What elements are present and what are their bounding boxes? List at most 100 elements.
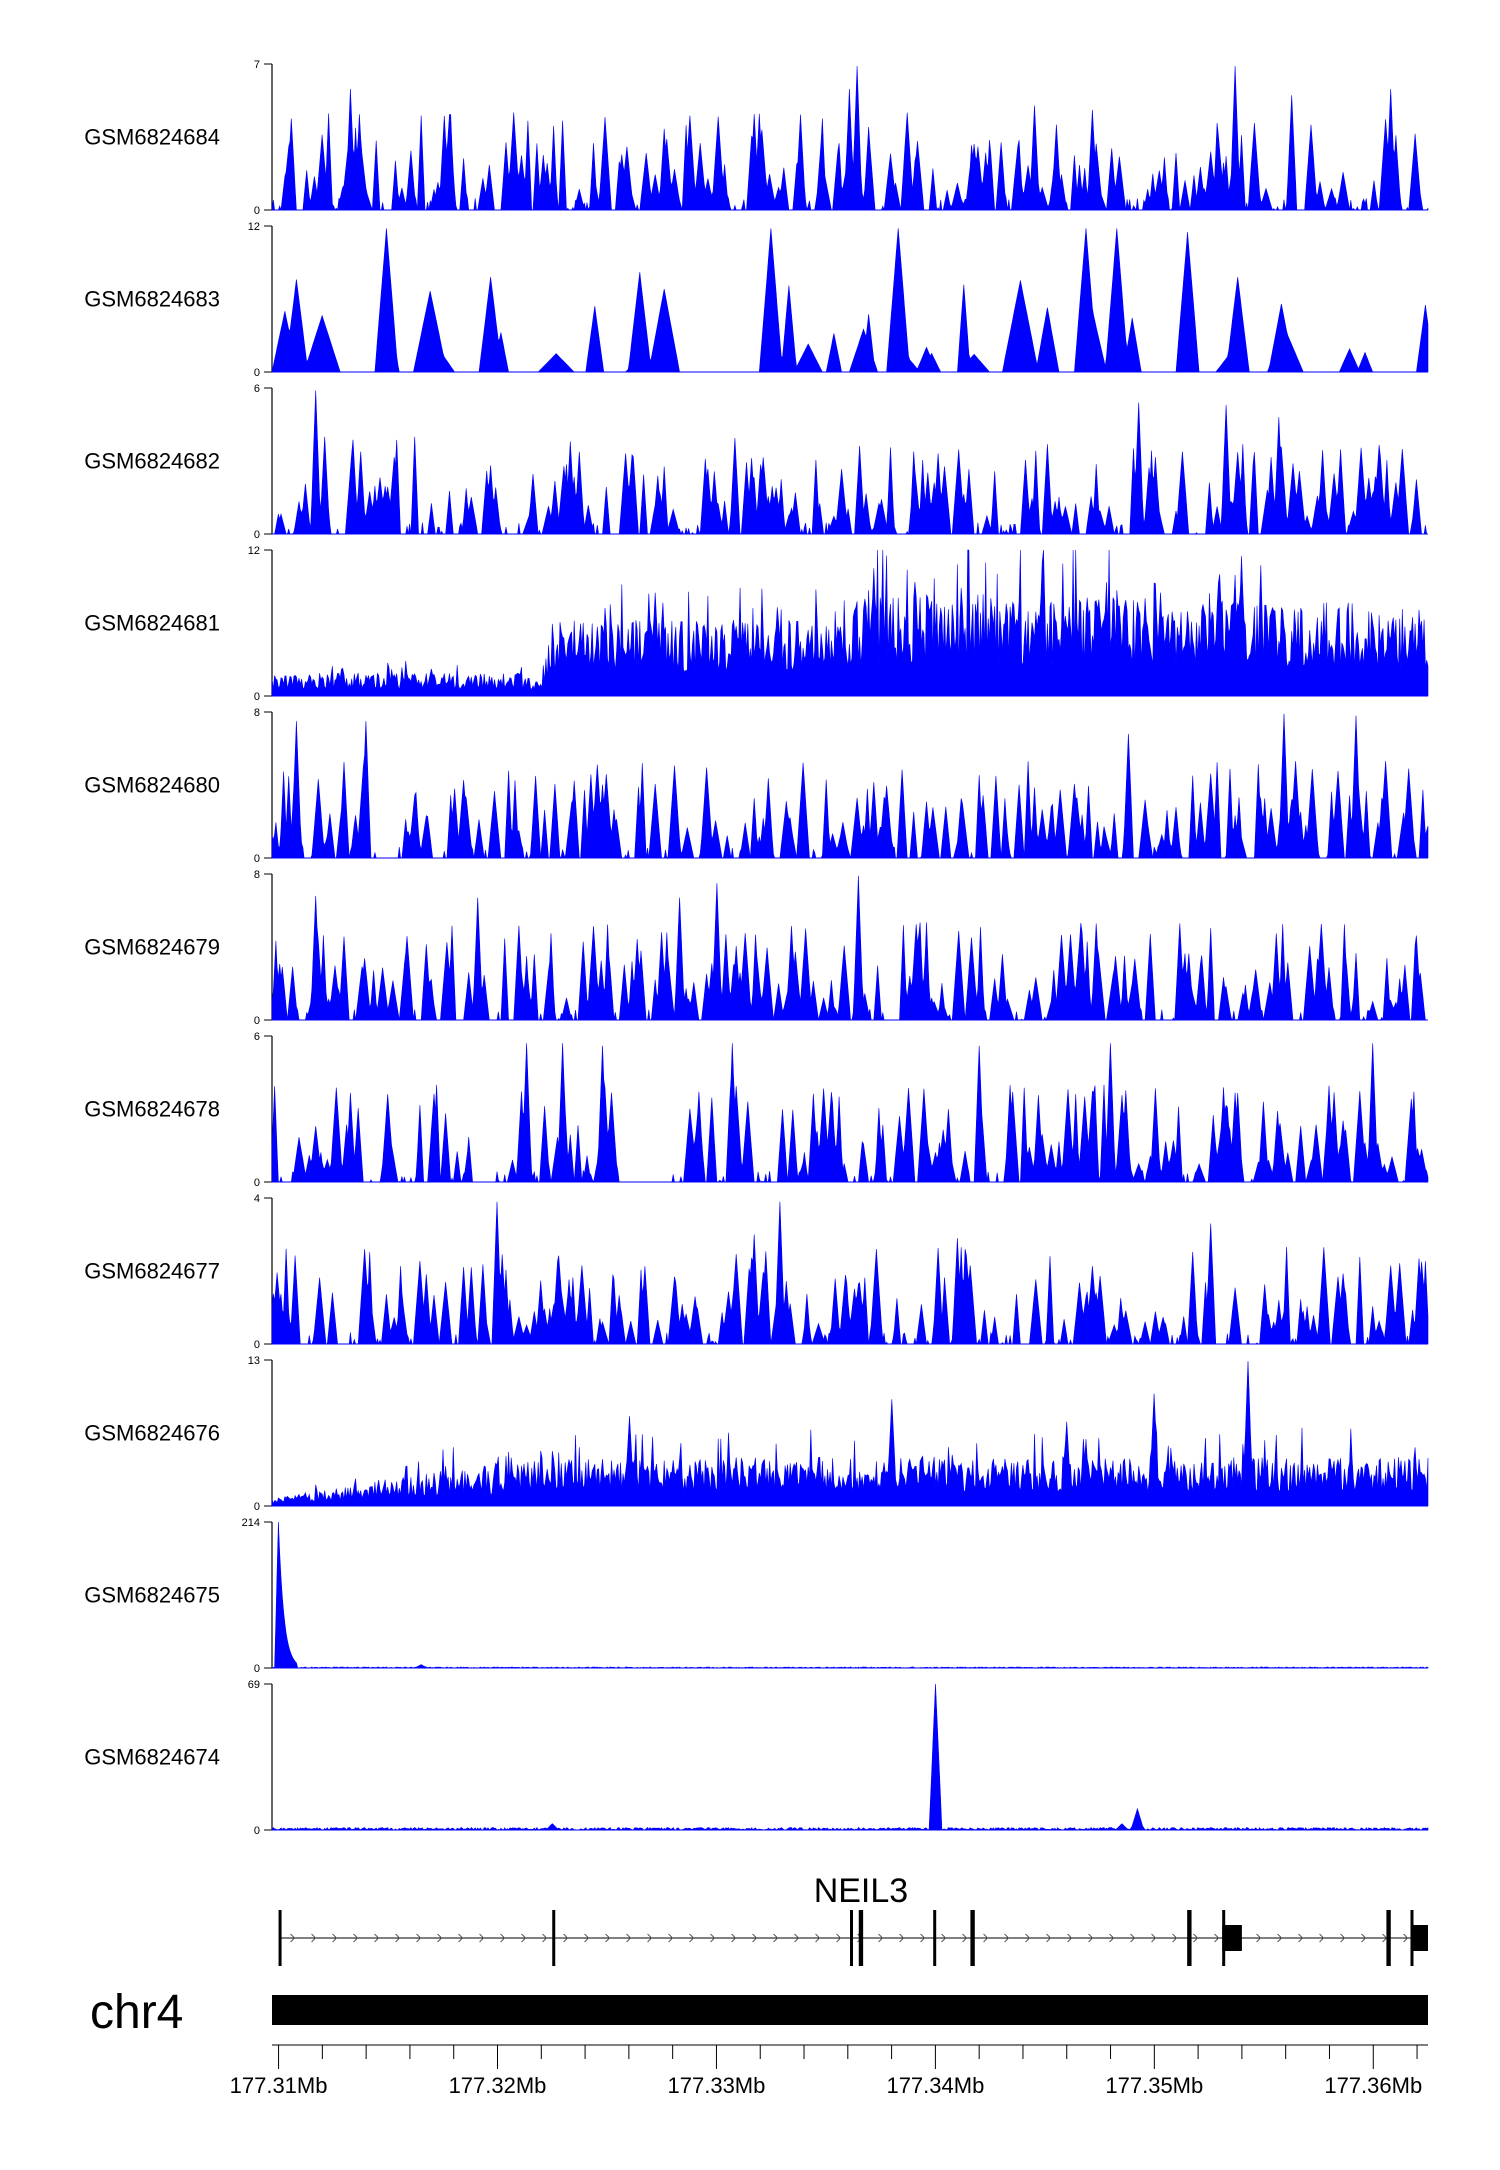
strand-arrow: [542, 1933, 548, 1943]
x-tick-label: 177.31Mb: [230, 2073, 328, 2098]
x-tick-label: 177.34Mb: [886, 2073, 984, 2098]
strand-arrow: [731, 1933, 737, 1943]
track-GSM6824679: GSM6824679 8 0: [84, 869, 1428, 1027]
signal-area: [271, 875, 1428, 1021]
strand-arrow: [332, 1933, 338, 1943]
y-zero-label: 0: [254, 691, 260, 703]
strand-arrow: [647, 1933, 653, 1943]
strand-arrow: [1025, 1933, 1031, 1943]
track-GSM6824676: GSM6824676 13 0: [84, 1355, 1429, 1513]
strand-arrow: [290, 1933, 296, 1943]
strand-arrow: [668, 1933, 674, 1943]
strand-arrow: [836, 1933, 842, 1943]
y-max-label: 8: [254, 707, 260, 719]
exon-edge: [1222, 1910, 1226, 1966]
strand-arrow: [899, 1933, 905, 1943]
track-label: GSM6824683: [84, 286, 220, 311]
exon: [1187, 1910, 1192, 1966]
strand-arrow: [689, 1933, 695, 1943]
strand-arrow: [500, 1933, 506, 1943]
track-label: GSM6824674: [84, 1744, 220, 1769]
track-label: GSM6824684: [84, 124, 220, 149]
strand-arrow: [458, 1933, 464, 1943]
strand-arrow: [374, 1933, 380, 1943]
strand-arrow: [416, 1933, 422, 1943]
y-max-label: 6: [254, 1031, 260, 1043]
x-tick-label: 177.35Mb: [1105, 2073, 1203, 2098]
y-max-label: 13: [248, 1355, 260, 1367]
strand-arrow: [605, 1933, 611, 1943]
signal-tracks: GSM682468470GSM6824683120GSM682468260GSM…: [84, 59, 1429, 1837]
exon: [278, 1910, 282, 1966]
y-zero-label: 0: [254, 367, 260, 379]
strand-arrow: [710, 1933, 716, 1943]
strand-arrow: [1088, 1933, 1094, 1943]
signal-area: [271, 1521, 1429, 1669]
track-label: GSM6824678: [84, 1096, 220, 1121]
strand-arrow: [983, 1933, 989, 1943]
strand-arrow: [1403, 1933, 1409, 1943]
strand-arrow: [521, 1933, 527, 1943]
gene-name: NEIL3: [814, 1872, 909, 1910]
y-max-label: 6: [254, 383, 260, 395]
y-max-label: 214: [242, 1517, 260, 1529]
y-zero-label: 0: [254, 1339, 260, 1351]
track-label: GSM6824677: [84, 1258, 220, 1283]
signal-area: [271, 1683, 1429, 1831]
y-zero-label: 0: [254, 853, 260, 865]
strand-arrow: [563, 1933, 569, 1943]
strand-arrow: [773, 1933, 779, 1943]
track-GSM6824682: GSM6824682 6 0: [84, 383, 1428, 541]
x-tick-label: 177.32Mb: [449, 2073, 547, 2098]
exon: [1410, 1925, 1428, 1951]
x-tick-label: 177.33Mb: [668, 2073, 766, 2098]
track-GSM6824678: GSM6824678 6 0: [84, 1031, 1429, 1189]
track-GSM6824683: GSM6824683 12 0: [84, 221, 1429, 379]
signal-area: [271, 228, 1429, 373]
signal-area: [271, 1201, 1429, 1346]
strand-arrow: [1277, 1933, 1283, 1943]
chromosome-bar: [272, 1995, 1428, 2025]
y-zero-label: 0: [254, 1015, 260, 1027]
strand-arrow: [1193, 1933, 1199, 1943]
strand-arrow: [353, 1933, 359, 1943]
track-GSM6824674: GSM6824674 69 0: [84, 1679, 1429, 1837]
y-zero-label: 0: [254, 205, 260, 217]
track-label: GSM6824680: [84, 772, 220, 797]
exon: [933, 1910, 937, 1966]
strand-arrow: [878, 1933, 884, 1943]
gene-track: NEIL3: [278, 1872, 1428, 1966]
track-GSM6824684: GSM6824684 7 0: [84, 59, 1429, 217]
track-label: GSM6824676: [84, 1420, 220, 1445]
y-max-label: 8: [254, 869, 260, 881]
strand-arrow: [1172, 1933, 1178, 1943]
y-zero-label: 0: [254, 1663, 260, 1675]
strand-arrow: [962, 1933, 968, 1943]
strand-arrow: [1004, 1933, 1010, 1943]
chromosome-track: chr4: [90, 1986, 1428, 2039]
y-max-label: 12: [248, 545, 260, 557]
strand-arrow: [1214, 1933, 1220, 1943]
exon-edge: [1410, 1910, 1414, 1966]
strand-arrow: [1298, 1933, 1304, 1943]
strand-arrow: [1319, 1933, 1325, 1943]
track-label: GSM6824679: [84, 934, 220, 959]
y-max-label: 7: [254, 59, 260, 71]
strand-arrow: [1151, 1933, 1157, 1943]
track-label: GSM6824681: [84, 610, 220, 635]
signal-area: [271, 549, 1429, 697]
y-max-label: 69: [248, 1679, 260, 1691]
track-label: GSM6824675: [84, 1582, 220, 1607]
track-GSM6824680: GSM6824680 8 0: [84, 707, 1429, 865]
exon: [1222, 1925, 1242, 1951]
track-GSM6824681: GSM6824681 12 0: [84, 545, 1429, 703]
strand-arrow: [626, 1933, 632, 1943]
y-max-label: 12: [248, 221, 260, 233]
exon: [850, 1910, 853, 1966]
track-label: GSM6824682: [84, 448, 220, 473]
exon: [552, 1910, 556, 1966]
y-zero-label: 0: [254, 1825, 260, 1837]
track-GSM6824677: GSM6824677 4 0: [84, 1193, 1429, 1351]
strand-arrow: [437, 1933, 443, 1943]
